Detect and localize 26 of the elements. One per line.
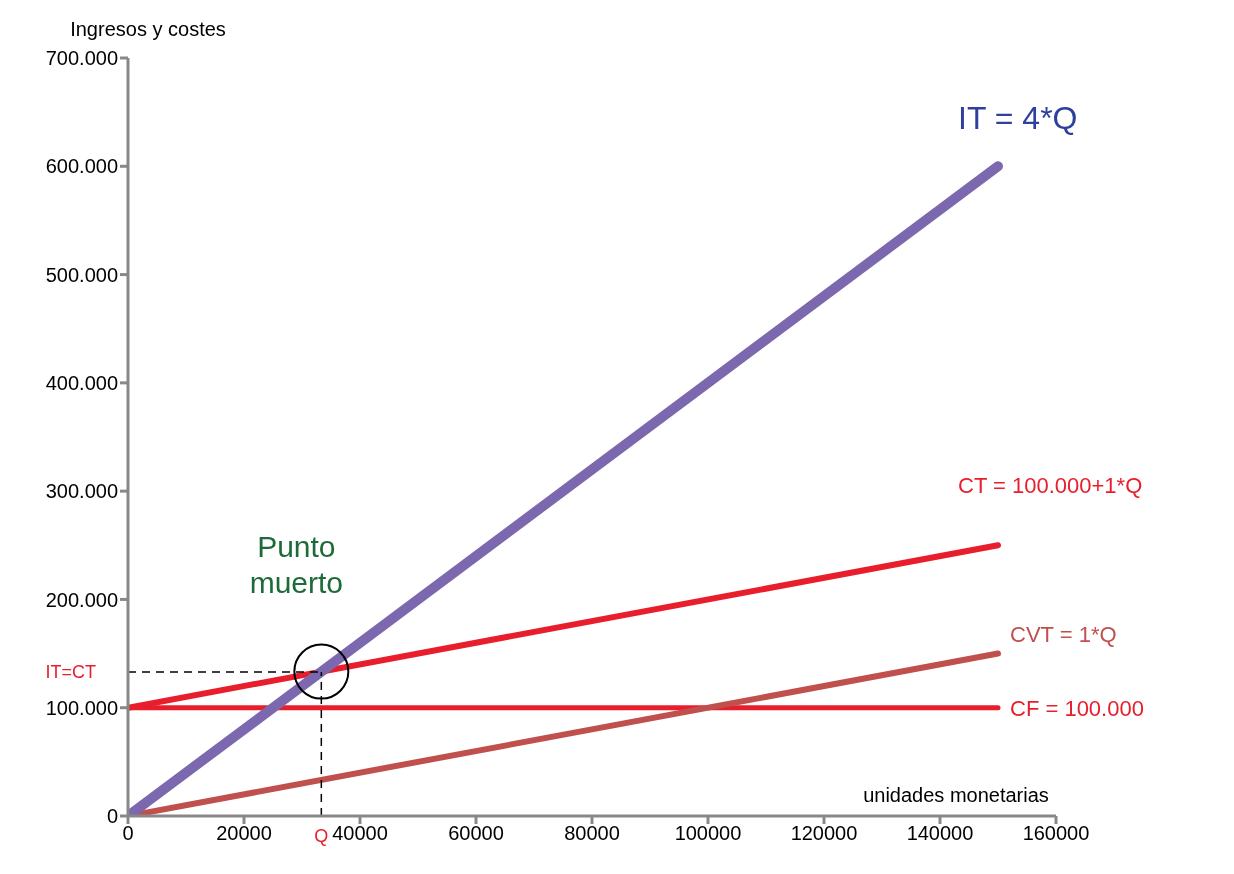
- series-label: CF = 100.000: [1010, 695, 1144, 721]
- x-tick-label: 0: [122, 822, 134, 845]
- x-tick-label: 40000: [332, 822, 388, 845]
- y-tick-label: 0: [106, 805, 118, 828]
- x-tick-label: 60000: [448, 822, 504, 845]
- y-tick-label: 600.000: [45, 155, 118, 178]
- y-tick-label: 700.000: [45, 47, 118, 70]
- y-tick-label: 100.000: [45, 696, 118, 719]
- series-label: IT = 4*Q: [958, 100, 1078, 137]
- y-tick-label: 200.000: [45, 588, 118, 611]
- y-tick-label: 500.000: [45, 263, 118, 286]
- x-tick-label: 160000: [1022, 822, 1090, 845]
- text: CT = 100.000+1*Q: [958, 473, 1143, 499]
- text: IT=CT: [45, 661, 96, 682]
- x-tick-label: 80000: [564, 822, 620, 845]
- y-axis-title: Ingresos y costes: [70, 18, 226, 40]
- annotation: Punto muerto: [249, 529, 344, 599]
- x-tick-label: 120000: [790, 822, 858, 845]
- y-tick-label: 400.000: [45, 371, 118, 394]
- series-label: CVT = 1*Q: [1010, 621, 1117, 647]
- text: Q: [314, 826, 329, 846]
- y-tick-label: 300.000: [45, 480, 118, 503]
- x-tick-label: 20000: [216, 822, 272, 845]
- x-axis-title: unidades monetarias: [863, 784, 1049, 806]
- x-tick-label: 140000: [906, 822, 974, 845]
- x-tick-label: 100000: [674, 822, 742, 845]
